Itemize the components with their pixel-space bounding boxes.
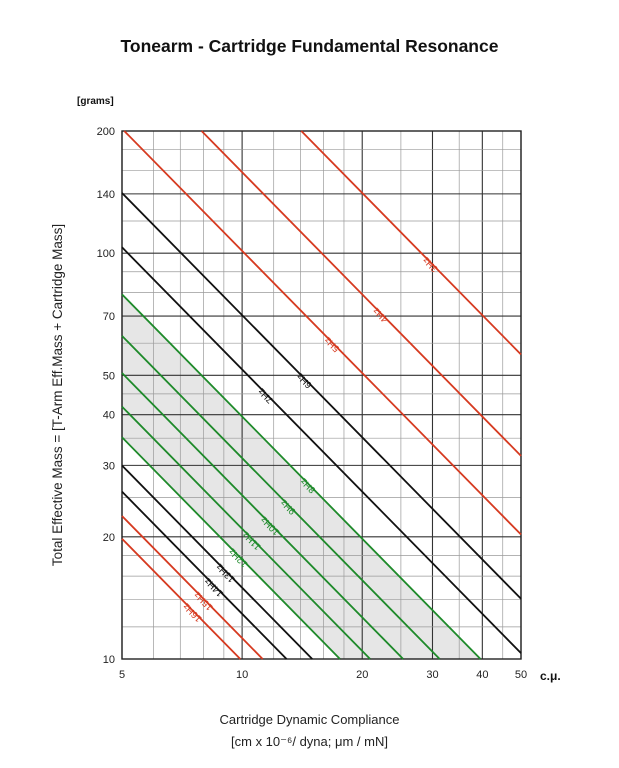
tick-labels: 5 10 20 30 40 50 10 20 30 40 50 70 100 140 200 bbox=[97, 126, 527, 681]
series-line-14hz bbox=[121, 491, 288, 660]
series-line-9hz bbox=[121, 335, 441, 660]
series-label-3hz: 3Hz bbox=[421, 254, 441, 274]
y-tick-label: 100 bbox=[97, 248, 115, 260]
series-line-4hz bbox=[200, 130, 522, 457]
series-line-10hz bbox=[121, 372, 404, 660]
y-tick-label: 70 bbox=[103, 311, 115, 323]
plot-frame bbox=[121, 130, 522, 660]
series-line-8hz bbox=[121, 293, 482, 660]
x-tick-label: 20 bbox=[356, 669, 368, 681]
series-label-6hz: 6Hz bbox=[295, 370, 315, 390]
x-tick-label: 5 bbox=[119, 669, 125, 681]
series-line-3hz bbox=[300, 130, 522, 356]
x-tick-label: 50 bbox=[515, 669, 527, 681]
y-tick-label: 30 bbox=[103, 460, 115, 472]
x-tick-label: 10 bbox=[236, 669, 248, 681]
series-line-6hz bbox=[121, 192, 522, 600]
series-line-5hz bbox=[123, 130, 522, 536]
series-line-12hz bbox=[121, 436, 341, 660]
series-label-5hz: 5Hz bbox=[322, 334, 342, 354]
chart-title: Tonearm - Cartridge Fundamental Resonanc… bbox=[120, 36, 499, 56]
series-line-15hz bbox=[121, 515, 264, 660]
y-tick-label: 140 bbox=[97, 189, 115, 201]
y-tick-label: 20 bbox=[103, 532, 115, 544]
x-tick-label: 30 bbox=[426, 669, 438, 681]
series-line-16hz bbox=[121, 538, 241, 660]
y-tick-label: 40 bbox=[103, 410, 115, 422]
y-tick-label: 50 bbox=[103, 370, 115, 382]
y-tick-label: 10 bbox=[103, 654, 115, 666]
x-tick-label: 40 bbox=[476, 669, 488, 681]
x-unit-label: c.μ. bbox=[540, 669, 561, 683]
x-axis-units: [cm x 10⁻⁶/ dyna; μm / mN] bbox=[231, 734, 388, 749]
x-axis-title: Cartridge Dynamic Compliance bbox=[219, 712, 400, 727]
series-label-13hz: 13Hz bbox=[214, 561, 238, 585]
series-label-4hz: 4Hz bbox=[371, 305, 391, 325]
series-line-7hz bbox=[121, 246, 522, 654]
series-label-7hz: 7Hz bbox=[256, 385, 276, 405]
y-tick-label: 200 bbox=[97, 126, 115, 138]
series-line-13hz bbox=[121, 464, 313, 660]
y-unit-label: [grams] bbox=[77, 96, 114, 107]
series-line-11hz bbox=[121, 405, 371, 660]
y-axis-title: Total Effective Mass = [T-Arm Eff.Mass +… bbox=[50, 224, 65, 566]
